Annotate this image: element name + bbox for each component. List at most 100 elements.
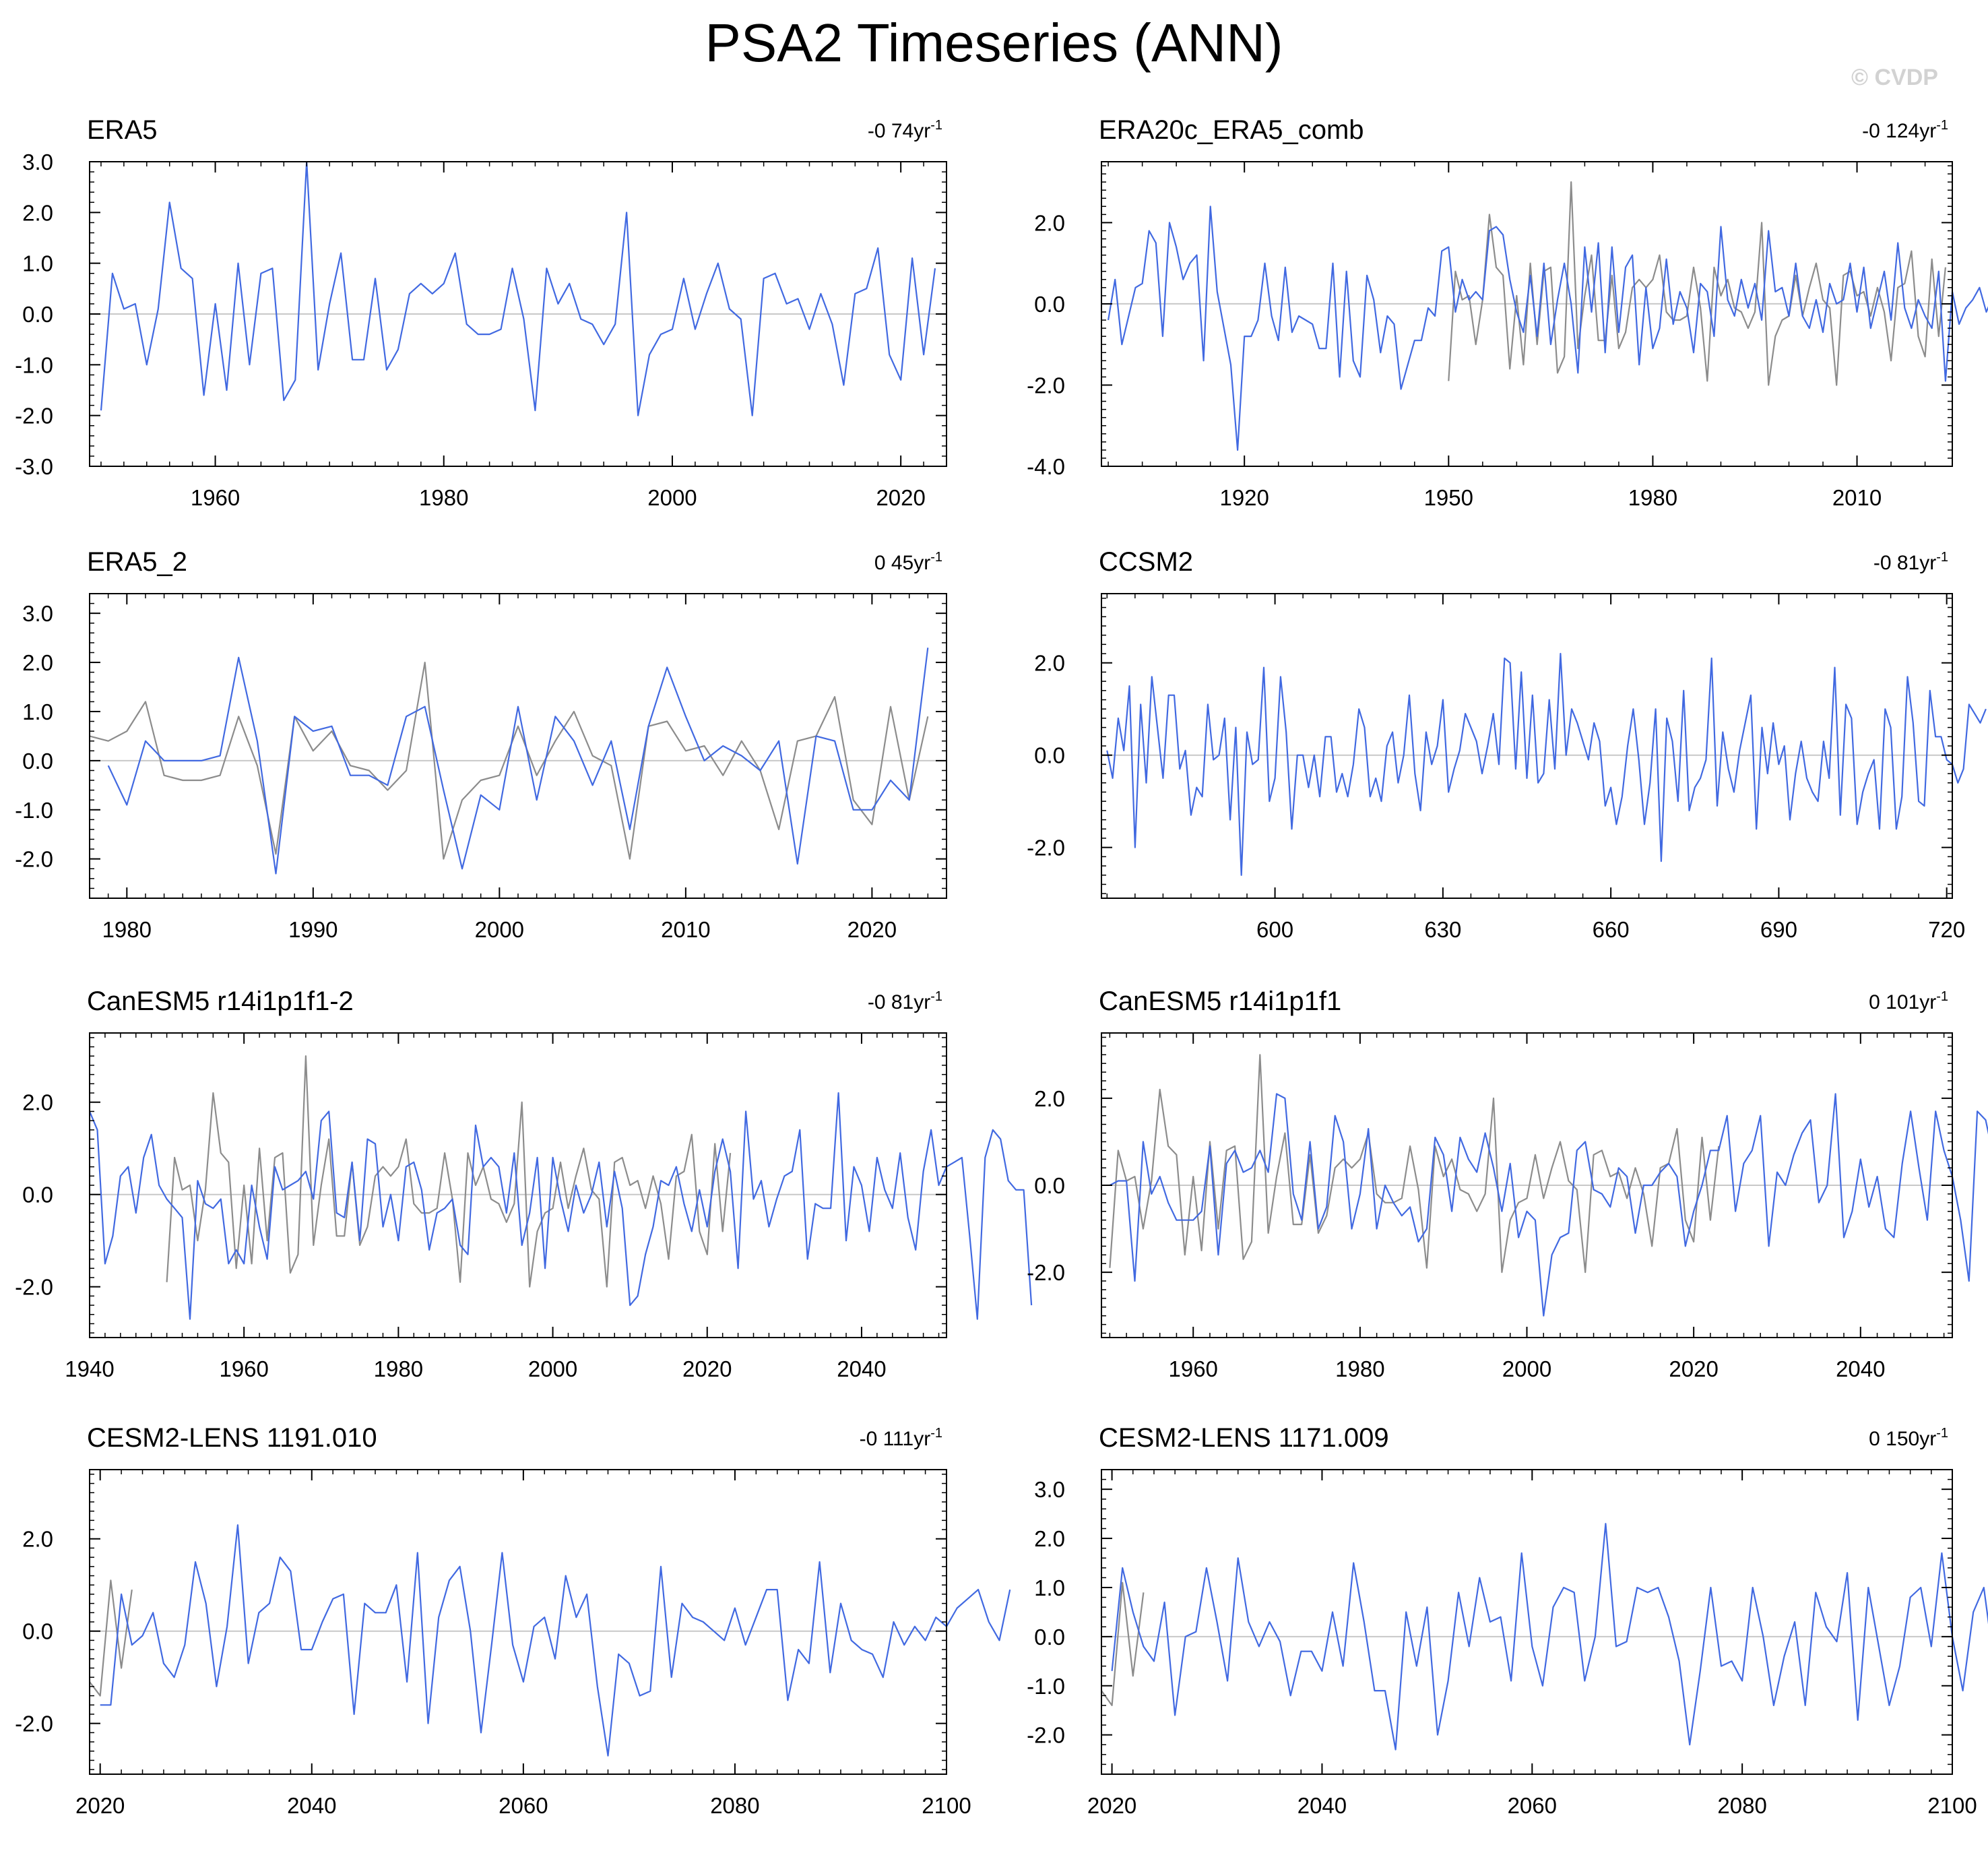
trend-value: -0 81yr [868, 991, 930, 1013]
x-tick-label: 1980 [102, 917, 152, 942]
y-tick-label: 0.0 [22, 749, 53, 774]
chart-title: CCSM2 [1099, 547, 1193, 577]
y-tick-label: 1.0 [1034, 1575, 1065, 1600]
trend-label: -0 124yr-1 [1862, 118, 1948, 142]
chart-panel-6: 1960 1980 2000 2020 2040 -2.0 0.0 2.0 CanESM5 r1… [1027, 986, 1988, 1381]
y-tick-label: 0.0 [1034, 743, 1065, 768]
chart-title: CESM2-LENS 1191.010 [87, 1423, 377, 1453]
x-tick-label: 2010 [1832, 485, 1882, 510]
trend-value: -0 81yr [1873, 552, 1936, 574]
y-tick-label: -2.0 [1027, 836, 1065, 860]
trend-superscript: -1 [1936, 118, 1948, 133]
y-tick-label: 3.0 [1034, 1477, 1065, 1502]
trend-superscript: -1 [1936, 989, 1948, 1004]
chart-title: CESM2-LENS 1171.009 [1099, 1423, 1389, 1453]
series-line-1 [1101, 1581, 1145, 1706]
chart-panel-7: 2020 2040 2060 2080 2100 -2.0 0.0 2.0 CESM2-LENS… [15, 1423, 1011, 1818]
y-tick-label: 0.0 [22, 1183, 53, 1207]
series-line-2 [88, 1092, 1033, 1320]
series-line-2 [100, 1524, 1011, 1757]
y-tick-label: 2.0 [22, 1090, 53, 1115]
chart-title: CanESM5 r14i1p1f1 [1099, 986, 1341, 1016]
x-tick-label: 2020 [75, 1793, 125, 1818]
y-tick-label: 3.0 [22, 150, 53, 175]
x-tick-label: 2060 [1508, 1793, 1557, 1818]
trend-superscript: -1 [930, 550, 942, 565]
plot-frame [1101, 161, 1953, 467]
y-tick-label: -1.0 [1027, 1674, 1065, 1699]
x-tick-label: 2040 [1836, 1356, 1885, 1381]
x-tick-label: 1940 [65, 1356, 114, 1381]
trend-superscript: -1 [1936, 1426, 1948, 1441]
y-tick-label: 0.0 [22, 302, 53, 327]
y-tick-label: -2.0 [15, 1275, 53, 1300]
trend-label: 0 150yr-1 [1869, 1426, 1948, 1450]
y-tick-label: 2.0 [1034, 651, 1065, 676]
trend-value: -0 74yr [868, 120, 930, 142]
trend-value: 0 45yr [874, 552, 930, 574]
y-tick-label: 2.0 [1034, 1526, 1065, 1551]
y-tick-label: 1.0 [22, 699, 53, 724]
y-tick-label: -1.0 [15, 798, 53, 823]
x-tick-label: 630 [1424, 917, 1461, 942]
x-tick-label: 1920 [1219, 485, 1269, 510]
trend-label: -0 74yr-1 [868, 118, 942, 142]
y-tick-label: -2.0 [15, 847, 53, 872]
x-tick-label: 1980 [1335, 1356, 1384, 1381]
y-tick-label: 2.0 [1034, 210, 1065, 235]
y-tick-label: 0.0 [22, 1619, 53, 1644]
series-line-1 [89, 661, 929, 860]
x-tick-label: 660 [1593, 917, 1630, 942]
x-tick-label: 2000 [647, 485, 697, 510]
trend-value: -0 111yr [860, 1428, 931, 1450]
chart-title: CanESM5 r14i1p1f1-2 [87, 986, 354, 1016]
chart-panel-4: 600 630 660 690 720 -2.0 0.0 2.0 CCSM2 -0 81yr-1 [1027, 547, 1987, 942]
y-tick-label: 0.0 [1034, 1173, 1065, 1198]
plot-frame [1101, 1469, 1953, 1775]
y-tick-label: -4.0 [1027, 454, 1065, 479]
chart-panel-2: 1920 1950 1980 2010 -4.0 -2.0 0.0 2.0 ERA20c_ERA… [1027, 115, 1988, 510]
series-line-2 [1111, 1523, 1988, 1751]
trend-superscript: -1 [930, 118, 942, 133]
x-tick-label: 2060 [499, 1793, 548, 1818]
chart-title: ERA5 [87, 115, 158, 145]
plot-frame [89, 1032, 947, 1338]
chart-panel-5: 1940 1960 1980 2000 2020 2040 -2.0 0.0 2.0 CanESM… [15, 986, 1033, 1381]
x-tick-label: 1980 [1628, 485, 1677, 510]
x-tick-label: 2020 [682, 1356, 732, 1381]
y-tick-label: 2.0 [1034, 1086, 1065, 1111]
series-line-1 [1448, 181, 1946, 386]
series-line-2 [1108, 206, 1988, 451]
chart-panel-1: 1960 1980 2000 2020 -3.0 -2.0 -1.0 0.0 1.0 2.0 3.0… [15, 115, 947, 510]
y-tick-label: 1.0 [22, 251, 53, 276]
trend-label: 0 45yr-1 [874, 550, 942, 574]
plot-frame [89, 593, 947, 899]
y-tick-label: 0.0 [1034, 292, 1065, 317]
y-tick-label: 0.0 [1034, 1625, 1065, 1650]
x-tick-label: 1960 [191, 485, 240, 510]
chart-title: ERA5_2 [87, 547, 187, 577]
y-tick-label: -2.0 [1027, 373, 1065, 398]
trend-label: 0 101yr-1 [1869, 989, 1948, 1013]
y-tick-label: -3.0 [15, 454, 53, 479]
x-tick-label: 2020 [876, 485, 925, 510]
series-line-1 [1106, 652, 1987, 876]
y-tick-label: -2.0 [1027, 1723, 1065, 1748]
x-tick-label: 1980 [419, 485, 468, 510]
x-tick-label: 2100 [922, 1793, 971, 1818]
trend-label: -0 111yr-1 [860, 1426, 942, 1450]
x-tick-label: 1990 [288, 917, 338, 942]
x-tick-label: 2000 [528, 1356, 577, 1381]
x-tick-label: 2000 [475, 917, 524, 942]
y-tick-label: 3.0 [22, 601, 53, 626]
x-tick-label: 2020 [1669, 1356, 1718, 1381]
x-tick-label: 2020 [847, 917, 897, 942]
x-tick-label: 2040 [837, 1356, 886, 1381]
x-tick-label: 2000 [1502, 1356, 1551, 1381]
series-line-1 [100, 160, 936, 416]
x-tick-label: 1980 [374, 1356, 423, 1381]
chart-title: ERA20c_ERA5_comb [1099, 115, 1364, 145]
y-tick-label: 2.0 [22, 1527, 53, 1552]
x-tick-label: 1960 [219, 1356, 268, 1381]
